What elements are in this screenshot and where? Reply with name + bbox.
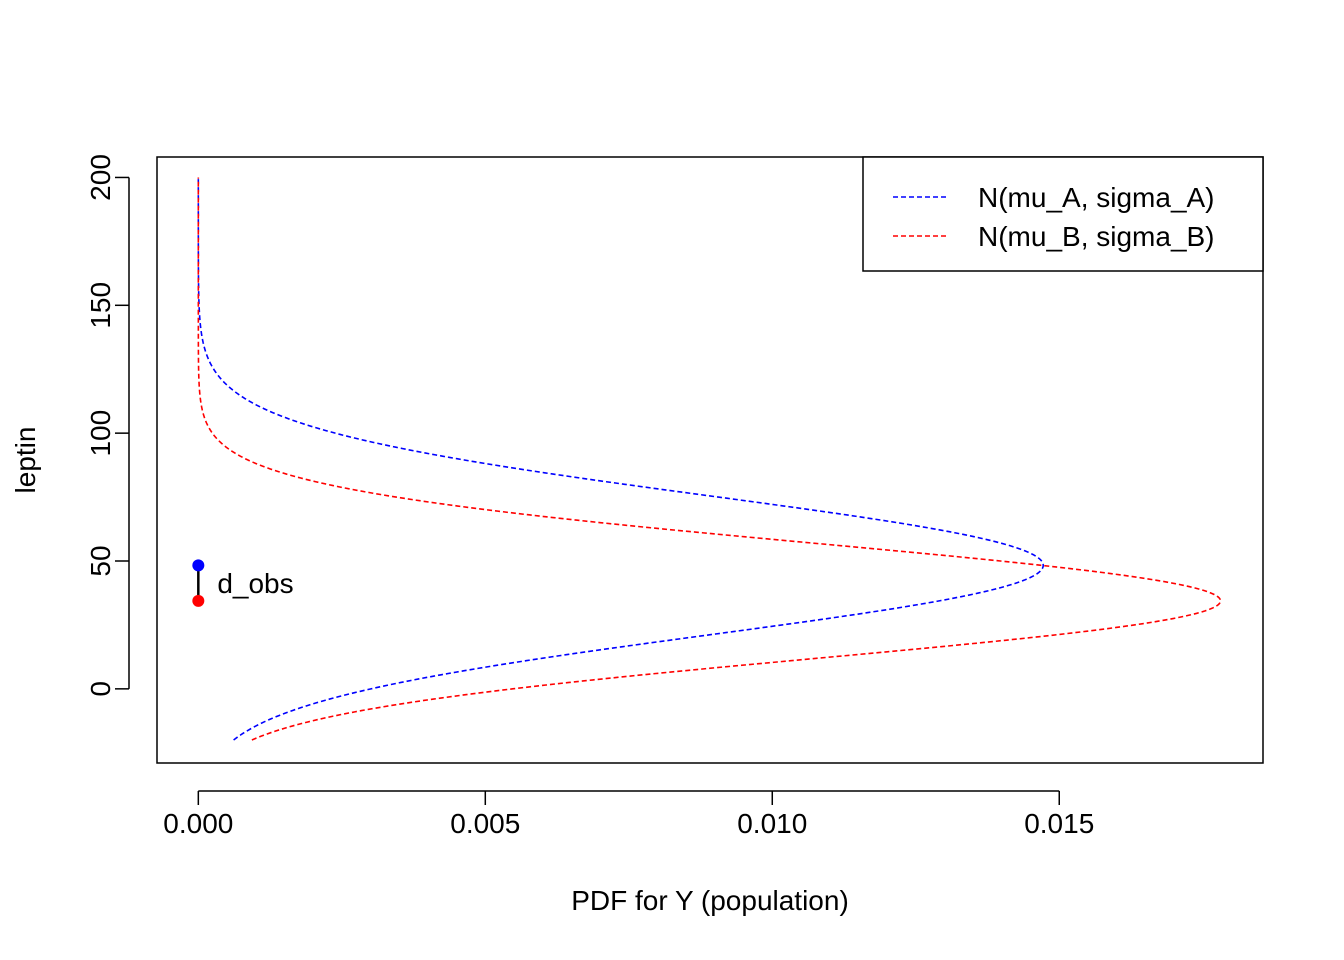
x-tick-label: 0.005 bbox=[450, 808, 520, 839]
y-axis: 0 50 100 150 200 bbox=[85, 154, 130, 697]
y-tick-label: 200 bbox=[85, 154, 116, 201]
annotation-layer: d_obs bbox=[192, 559, 294, 607]
x-tick-label: 0.000 bbox=[163, 808, 233, 839]
x-axis-label: PDF for Y (population) bbox=[571, 885, 849, 916]
x-tick-label: 0.015 bbox=[1024, 808, 1094, 839]
legend-label: N(mu_B, sigma_B) bbox=[978, 221, 1215, 252]
y-tick-label: 150 bbox=[85, 282, 116, 329]
legend: N(mu_A, sigma_A) N(mu_B, sigma_B) bbox=[862, 156, 1264, 272]
y-tick-label: 100 bbox=[85, 410, 116, 457]
legend-label: N(mu_A, sigma_A) bbox=[978, 182, 1215, 213]
series-layer bbox=[197, 177, 1222, 741]
d-obs-label: d_obs bbox=[217, 568, 293, 599]
d-obs-bottom-point bbox=[192, 594, 205, 607]
series-line bbox=[197, 177, 1222, 741]
y-axis-label: leptin bbox=[10, 427, 41, 494]
x-axis: 0.000 0.005 0.010 0.015 bbox=[163, 790, 1094, 839]
x-tick-label: 0.010 bbox=[737, 808, 807, 839]
legend-box bbox=[862, 156, 1264, 272]
plot-frame bbox=[156, 156, 1264, 764]
y-tick-label: 50 bbox=[85, 545, 116, 576]
d-obs-top-point bbox=[192, 559, 205, 572]
y-tick-label: 0 bbox=[85, 681, 116, 697]
